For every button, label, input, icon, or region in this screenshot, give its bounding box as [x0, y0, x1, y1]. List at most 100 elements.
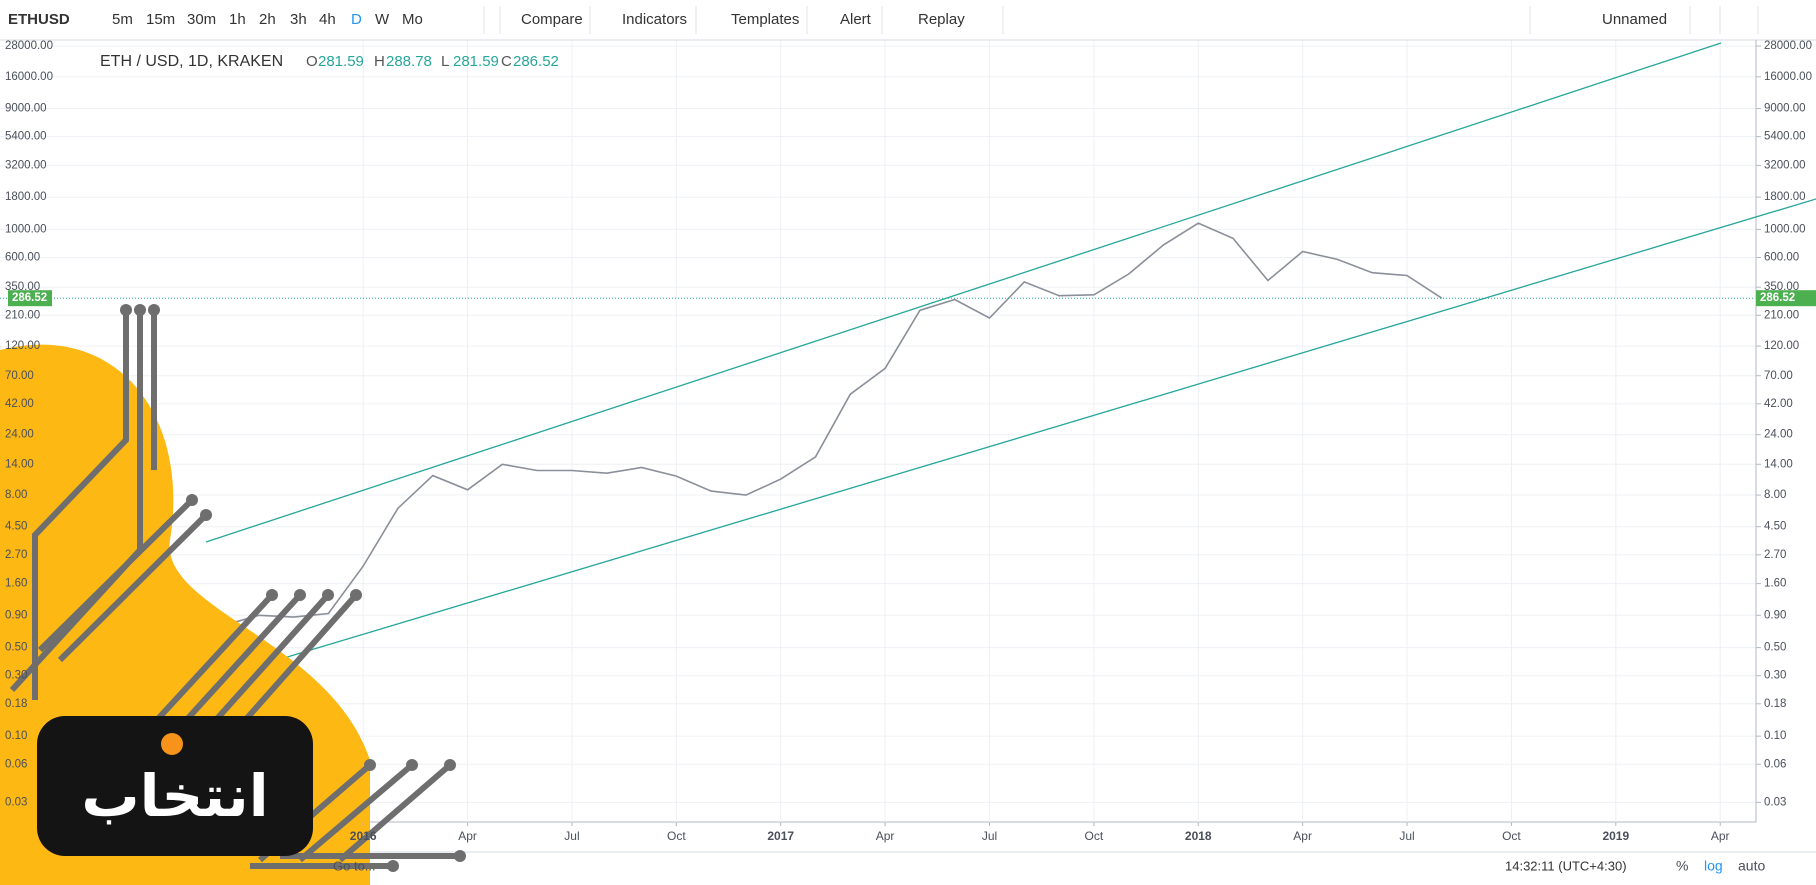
x-tick-label: 2018 — [1185, 829, 1212, 843]
ohlc-value: 288.78 — [386, 53, 432, 70]
x-tick-label: Apr — [458, 829, 477, 843]
y-tick-label: 28000.00 — [5, 40, 53, 52]
y-tick-label: 5400.00 — [5, 131, 47, 143]
ohlc-value: 281.59 — [318, 53, 364, 70]
toolbar-button[interactable]: Replay — [918, 11, 965, 28]
interval-button[interactable]: 4h — [319, 11, 336, 28]
y-tick-label: 9000.00 — [5, 103, 47, 115]
y-tick-label: 16000.00 — [5, 71, 53, 83]
y-tick-label: 210.00 — [1764, 309, 1799, 321]
legend-symbol: ETH / USD, 1D, KRAKEN — [100, 53, 283, 70]
x-tick-label: Oct — [1502, 829, 1521, 843]
y-tick-label: 0.90 — [1764, 609, 1786, 621]
y-tick-label: 8.00 — [5, 489, 27, 501]
y-tick-label: 16000.00 — [1764, 71, 1812, 83]
watermark-text: انتخاب — [81, 762, 268, 830]
y-tick-label: 120.00 — [1764, 340, 1799, 352]
x-tick-label: 2019 — [1602, 829, 1629, 843]
x-tick-label: Apr — [876, 829, 895, 843]
logo-nodes — [120, 304, 466, 872]
y-tick-label: 3200.00 — [5, 159, 47, 171]
y-tick-label: 350.00 — [5, 281, 40, 293]
layout-name[interactable]: Unnamed — [1602, 11, 1667, 28]
interval-button[interactable]: 3h — [290, 11, 307, 28]
last-price-label: 286.52 — [1760, 292, 1795, 304]
y-tick-label: 0.18 — [1764, 698, 1786, 710]
watermark-logo: انتخاب — [0, 304, 466, 885]
interval-button[interactable]: 15m — [146, 11, 175, 28]
ohlc-label: C — [501, 53, 512, 70]
y-tick-label: 42.00 — [1764, 398, 1793, 410]
y-tick-label: 0.03 — [5, 796, 27, 808]
y-tick-label: 9000.00 — [1764, 103, 1806, 115]
symbol[interactable]: ETHUSD — [8, 11, 70, 28]
y-tick-label: 600.00 — [1764, 252, 1799, 264]
ohlc-value: 281.59 — [453, 53, 499, 70]
ohlc-value: 286.52 — [513, 53, 559, 70]
plot — [188, 222, 1443, 627]
trend-line — [283, 198, 1816, 659]
y-tick-label: 0.06 — [1764, 758, 1786, 770]
x-tick-label: Oct — [1085, 829, 1104, 843]
y-tick-label: 24.00 — [1764, 429, 1793, 441]
interval-button[interactable]: Mo — [402, 11, 423, 28]
interval-button[interactable]: 2h — [259, 11, 276, 28]
toolbar-button[interactable]: Alert — [840, 11, 872, 28]
percent-toggle[interactable]: % — [1676, 858, 1688, 874]
y-tick-label: 28000.00 — [1764, 40, 1812, 52]
auto-toggle[interactable]: auto — [1738, 858, 1765, 874]
y-tick-label: 1000.00 — [5, 223, 47, 235]
trend-line — [205, 42, 1722, 543]
y-tick-label: 70.00 — [1764, 370, 1793, 382]
y-tick-label: 0.30 — [5, 670, 27, 682]
y-tick-label: 3200.00 — [1764, 159, 1806, 171]
interval-button[interactable]: 1h — [229, 11, 246, 28]
last-price-badge — [8, 290, 52, 307]
y-tick-label: 2.70 — [5, 549, 27, 561]
toolbar — [0, 0, 1816, 40]
y-tick-label: 4.50 — [5, 521, 27, 533]
y-tick-label: 0.50 — [5, 642, 27, 654]
toolbar-button[interactable]: Templates — [731, 11, 799, 28]
logo-coin — [161, 733, 183, 755]
y-tick-label: 0.10 — [1764, 730, 1786, 742]
y-tick-label: 2.70 — [1764, 549, 1786, 561]
y-tick-label: 0.50 — [1764, 642, 1786, 654]
x-tick-label: 2017 — [767, 829, 794, 843]
y-tick-label: 1.60 — [5, 578, 27, 590]
last-price-label: 286.52 — [12, 292, 47, 304]
y-tick-label: 0.10 — [5, 730, 27, 742]
y-tick-label: 1800.00 — [5, 191, 47, 203]
goto-button[interactable]: Go to... — [333, 858, 376, 873]
ohlc-label: O — [306, 53, 318, 70]
interval-button[interactable]: 30m — [187, 11, 216, 28]
interval-button[interactable]: W — [375, 11, 390, 28]
grid — [0, 40, 1755, 822]
ohlc-label: L — [441, 53, 449, 70]
clock: 14:32:11 (UTC+4:30) — [1505, 858, 1627, 873]
toolbar-button[interactable]: Indicators — [622, 11, 687, 28]
x-tick-label: Apr — [1293, 829, 1312, 843]
x-tick-label: Oct — [667, 829, 686, 843]
x-tick-label: Jul — [1399, 829, 1414, 843]
interval-button[interactable]: 5m — [112, 11, 133, 28]
x-tick-label: Jul — [564, 829, 579, 843]
y-tick-label: 120.00 — [5, 340, 40, 352]
log-toggle[interactable]: log — [1704, 858, 1723, 874]
interval-button[interactable]: D — [351, 11, 362, 28]
y-tick-label: 14.00 — [5, 458, 34, 470]
ohlc-label: H — [374, 53, 385, 70]
toolbar-button[interactable]: Compare — [521, 11, 583, 28]
y-tick-label: 0.90 — [5, 609, 27, 621]
y-tick-label: 70.00 — [5, 370, 34, 382]
y-tick-label: 0.06 — [5, 758, 27, 770]
logo-badge — [37, 716, 313, 856]
y-tick-label: 42.00 — [5, 398, 34, 410]
y-tick-label: 600.00 — [5, 252, 40, 264]
y-tick-label: 1800.00 — [1764, 191, 1806, 203]
y-tick-label: 1000.00 — [1764, 223, 1806, 235]
x-tick-label: 2016 — [350, 829, 377, 843]
y-tick-label: 0.18 — [5, 698, 27, 710]
